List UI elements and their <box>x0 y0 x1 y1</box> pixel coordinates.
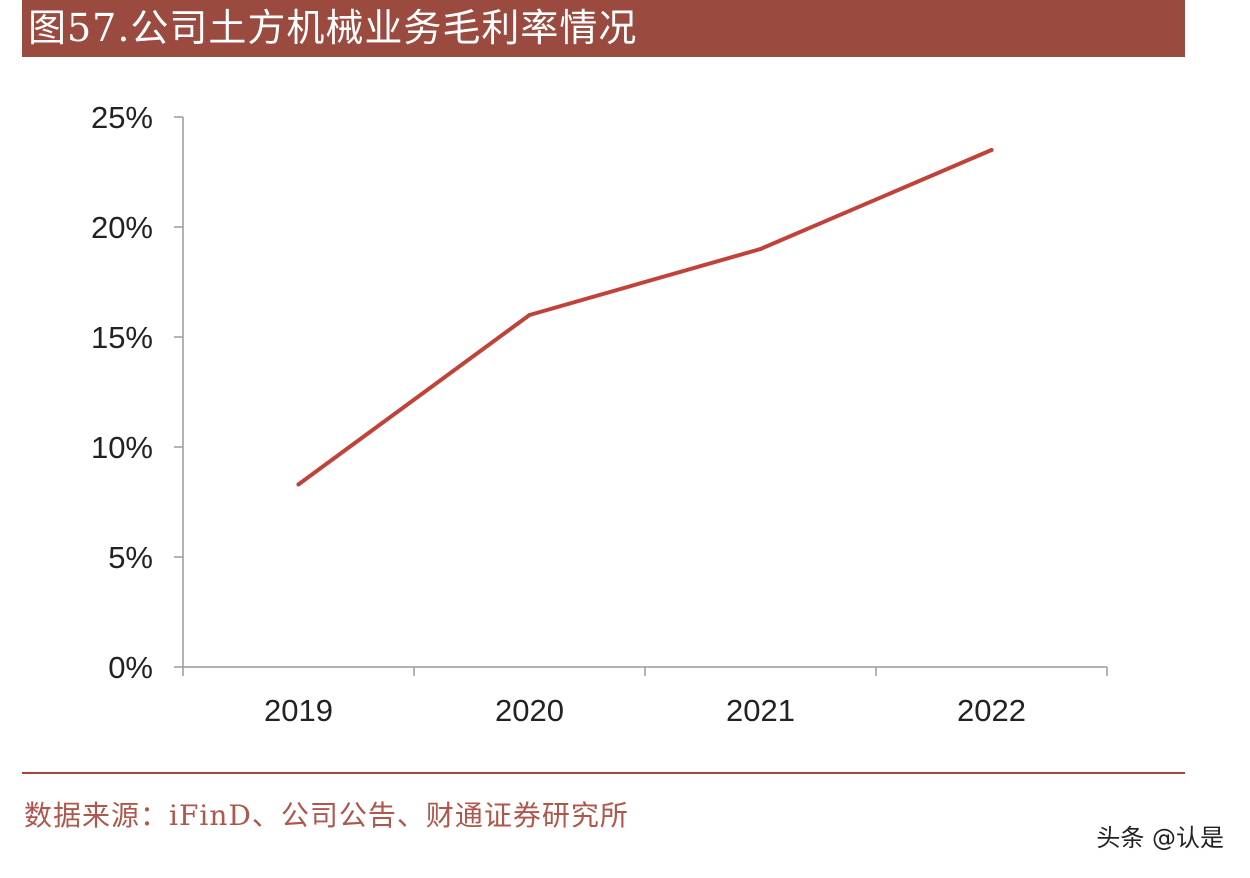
data-point <box>758 247 763 251</box>
series-line <box>296 148 994 487</box>
data-point <box>527 313 532 317</box>
footer-divider <box>22 772 1185 774</box>
title-bar: 图57.公司土方机械业务毛利率情况 <box>22 0 1185 57</box>
y-tick-label: 25% <box>91 100 153 135</box>
chart-series <box>296 148 994 487</box>
y-tick-label: 20% <box>91 210 153 245</box>
y-axis-ticks: 0% 5% 10% 15% 20% 25% <box>91 100 183 685</box>
watermark: 头条 @认是 <box>1096 824 1224 852</box>
y-tick-label: 15% <box>91 320 153 355</box>
data-point <box>989 148 994 152</box>
x-tick-label: 2020 <box>495 693 564 728</box>
y-tick-label: 5% <box>108 540 153 575</box>
chart-axes <box>182 117 1107 668</box>
data-point <box>296 482 301 487</box>
chart-title: 图57.公司土方机械业务毛利率情况 <box>28 6 638 50</box>
y-tick-label: 10% <box>91 430 153 465</box>
x-tick-label: 2022 <box>957 693 1026 728</box>
data-source: 数据来源：iFinD、公司公告、财通证券研究所 <box>24 799 629 832</box>
y-tick-label: 0% <box>108 650 153 685</box>
x-tick-label: 2021 <box>726 693 795 728</box>
x-tick-label: 2019 <box>264 693 333 728</box>
x-axis-ticks: 2019 2020 2021 2022 <box>182 667 1108 728</box>
